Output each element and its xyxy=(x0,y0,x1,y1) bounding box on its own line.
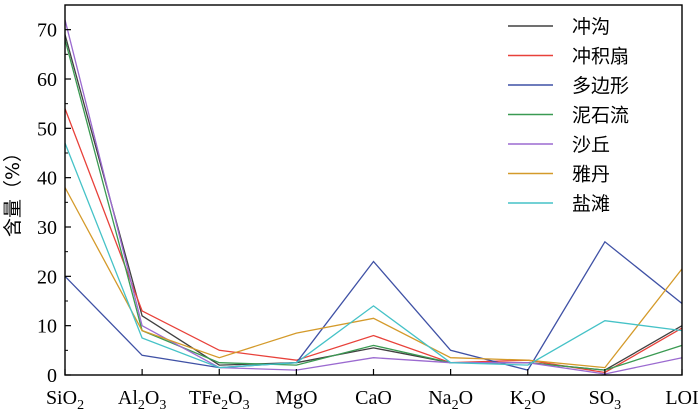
series-line xyxy=(64,108,683,374)
legend-label: 多边形 xyxy=(572,75,629,97)
x-tick-label: SiO2 xyxy=(46,387,84,413)
legend-label: 沙丘 xyxy=(572,134,610,156)
series-line xyxy=(64,39,683,371)
series-layer xyxy=(64,19,683,375)
series-line xyxy=(64,142,683,369)
y-tick-label: 0 xyxy=(47,365,57,387)
x-tick-label: SO3 xyxy=(589,387,622,413)
legend-label: 雅丹 xyxy=(572,164,610,186)
y-tick-label: 20 xyxy=(37,266,57,288)
series-line xyxy=(64,240,683,371)
legend-label: 冲积扇 xyxy=(572,46,629,68)
legend-label: 盐滩 xyxy=(572,193,610,215)
x-tick-label: K2O xyxy=(510,387,546,413)
x-tick-label: Al2O3 xyxy=(118,387,166,413)
y-axis-label: 含量（%） xyxy=(2,143,24,237)
x-tick-label: LOI xyxy=(665,387,698,409)
x-tick-label: CaO xyxy=(355,387,392,409)
x-tick-label: Na2O xyxy=(428,387,473,413)
y-tick-label: 30 xyxy=(37,217,57,239)
series-line xyxy=(64,187,683,369)
axes-layer: 0 10 20 30 40 50 60 70 SiO2 Al2O3 TFe2O3 MgO CaO Na2O… xyxy=(37,4,699,413)
x-tick-label: MgO xyxy=(275,387,317,409)
y-tick-label: 40 xyxy=(37,168,57,190)
y-tick-label: 70 xyxy=(37,20,57,42)
x-tick-label: TFe2O3 xyxy=(189,387,250,413)
y-tick-label: 10 xyxy=(37,316,57,338)
y-tick-label: 60 xyxy=(37,69,57,91)
legend-label: 泥石流 xyxy=(572,105,629,127)
legend-label: 冲沟 xyxy=(572,16,610,38)
y-tick-label: 50 xyxy=(37,118,57,140)
